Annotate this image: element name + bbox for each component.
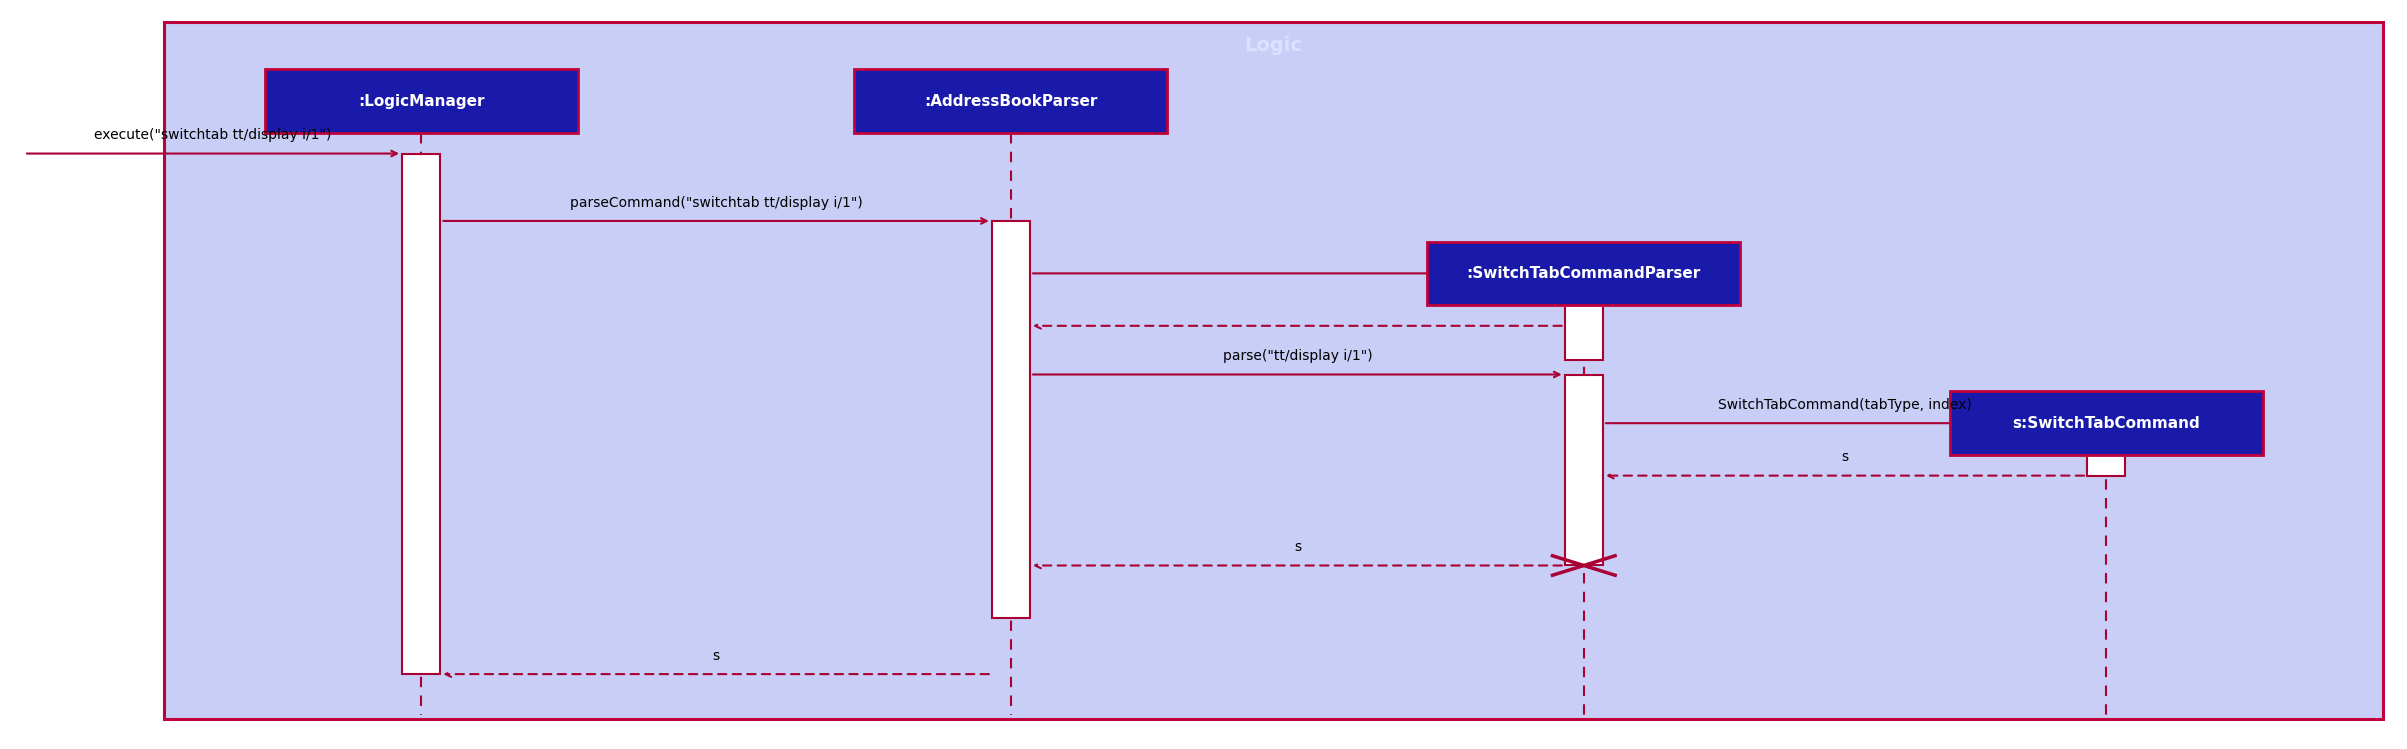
Bar — [854, 70, 1167, 133]
Bar — [2087, 423, 2125, 476]
Text: parse("tt/display i/1"): parse("tt/display i/1") — [1223, 349, 1372, 363]
Text: :LogicManager: :LogicManager — [359, 94, 484, 109]
Bar — [1565, 273, 1603, 360]
Text: s: s — [1841, 450, 1849, 464]
Text: parseCommand("switchtab tt/display i/1"): parseCommand("switchtab tt/display i/1") — [570, 195, 862, 210]
Bar — [1565, 374, 1603, 565]
Text: s:SwitchTabCommand: s:SwitchTabCommand — [2012, 416, 2200, 431]
Bar — [265, 70, 578, 133]
Text: s: s — [1295, 540, 1300, 554]
Bar — [1950, 391, 2263, 455]
Text: SwitchTabCommand(tabType, index): SwitchTabCommand(tabType, index) — [1719, 398, 1971, 412]
Bar — [992, 221, 1030, 618]
Text: s: s — [712, 649, 720, 663]
Text: Logic: Logic — [1244, 36, 1302, 55]
Text: execute("switchtab tt/display i/1"): execute("switchtab tt/display i/1") — [94, 128, 332, 142]
Text: :AddressBookParser: :AddressBookParser — [924, 94, 1098, 109]
Bar — [1427, 241, 1740, 306]
Text: :SwitchTabCommandParser: :SwitchTabCommandParser — [1466, 266, 1702, 281]
Bar — [402, 154, 440, 674]
